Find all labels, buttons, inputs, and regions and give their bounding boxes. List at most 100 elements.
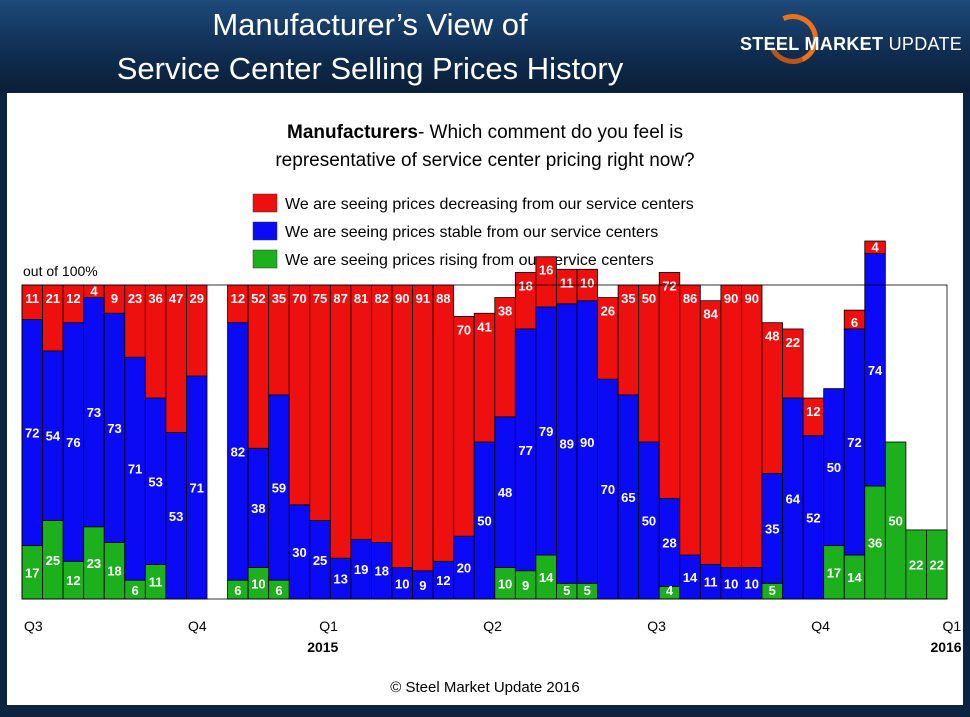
chart-title-line2: representative of service center pricing… [275, 150, 694, 171]
data-label-24-1: 77 [518, 443, 532, 458]
data-label-2-1: 76 [66, 435, 80, 450]
data-label-29-2: 35 [621, 291, 635, 306]
data-label-3-0: 23 [87, 556, 101, 571]
legend-label-2: We are seeing prices rising from our ser… [285, 252, 654, 269]
bar-14-seg-2 [309, 284, 331, 521]
data-label-11-0: 10 [251, 576, 265, 591]
page-title-line2: Service Center Selling Prices History [116, 51, 624, 86]
bar-35-seg-2 [741, 284, 763, 569]
data-label-36-2: 48 [765, 329, 779, 344]
data-label-33-1: 11 [704, 575, 718, 590]
data-label-39-0: 17 [827, 565, 841, 580]
chart-panel: Manufacturers- Which comment do you feel… [7, 93, 963, 705]
data-label-25-1: 79 [539, 424, 553, 439]
bar-18-seg-2 [391, 284, 413, 569]
data-label-34-2: 90 [724, 291, 738, 306]
bar-21-seg-2 [453, 315, 475, 537]
x-tick-label-4: Q3 [647, 618, 666, 634]
data-label-19-1: 9 [419, 578, 426, 593]
data-label-22-2: 41 [477, 319, 491, 334]
data-label-36-0: 5 [769, 583, 776, 598]
bar-19-seg-2 [412, 284, 434, 572]
data-label-40-2: 6 [851, 315, 858, 330]
data-label-10-2: 12 [231, 291, 245, 306]
data-label-27-1: 90 [580, 435, 594, 450]
x-tick-label-3: Q2 [483, 618, 502, 634]
data-label-24-2: 18 [518, 278, 532, 293]
data-label-26-2: 11 [560, 275, 574, 290]
chart-title-bold: Manufacturers [287, 122, 418, 143]
bar-36-seg-2 [761, 322, 783, 474]
data-label-22-1: 50 [477, 514, 491, 529]
data-label-37-2: 22 [786, 335, 800, 350]
x-tick-label-6: Q1 [942, 618, 961, 634]
data-label-10-1: 82 [231, 444, 245, 459]
data-label-32-1: 14 [683, 570, 698, 585]
bar-30-seg-2 [638, 284, 660, 443]
data-label-11-1: 38 [251, 501, 265, 516]
data-label-0-0: 17 [25, 565, 39, 580]
page-title-line1: Manufacturer’s View of [212, 7, 528, 42]
x-year-label-0: 2015 [307, 639, 338, 655]
data-label-21-2: 70 [457, 322, 471, 337]
data-label-20-2: 88 [436, 291, 450, 306]
data-label-3-1: 73 [87, 405, 101, 420]
x-tick-label-2: Q1 [319, 618, 338, 634]
y-axis-label: out of 100% [23, 263, 98, 279]
legend-swatch-1 [252, 221, 278, 241]
logo-text: STEEL MARKET UPDATE [740, 34, 962, 55]
data-label-8-2: 29 [189, 291, 203, 306]
data-label-19-2: 91 [416, 291, 430, 306]
data-label-44-0: 22 [929, 557, 943, 572]
data-label-8-1: 71 [189, 481, 203, 496]
data-label-3-2: 4 [90, 284, 98, 299]
x-tick-label-1: Q4 [188, 618, 207, 634]
data-label-34-1: 10 [724, 576, 738, 591]
data-label-30-2: 50 [642, 291, 656, 306]
data-label-39-1: 50 [827, 460, 841, 475]
data-label-29-1: 65 [621, 490, 635, 505]
data-label-38-1: 52 [806, 510, 820, 525]
data-label-40-1: 72 [847, 435, 861, 450]
data-label-10-0: 6 [234, 583, 241, 598]
data-label-14-1: 25 [313, 553, 327, 568]
copyright-text: © Steel Market Update 2016 [390, 679, 580, 696]
x-tick-label-5: Q4 [811, 618, 830, 634]
data-label-1-2: 21 [46, 291, 60, 306]
data-label-38-2: 12 [806, 404, 820, 419]
plot-border [21, 284, 948, 600]
bar-33-seg-2 [699, 300, 722, 565]
data-label-6-1: 53 [148, 474, 162, 489]
logo-text-light: UPDATE [888, 34, 963, 54]
x-year-label-1: 2016 [930, 639, 961, 655]
data-label-27-0: 5 [584, 583, 591, 598]
data-label-16-2: 81 [354, 291, 368, 306]
bar-13-seg-2 [288, 284, 311, 506]
brand-logo: STEEL MARKET UPDATE [740, 6, 965, 72]
data-label-23-2: 38 [498, 304, 512, 319]
data-label-37-1: 64 [786, 492, 801, 507]
data-label-15-1: 13 [333, 572, 347, 587]
bar-32-seg-2 [679, 284, 701, 556]
data-label-6-0: 11 [149, 575, 163, 590]
bar-16-seg-2 [350, 284, 372, 540]
header-banner: Manufacturer’s View of Service Center Se… [0, 0, 970, 92]
data-label-21-1: 20 [457, 561, 471, 576]
data-label-2-0: 12 [66, 573, 80, 588]
data-label-32-2: 86 [683, 291, 697, 306]
data-label-26-0: 5 [563, 583, 570, 598]
data-label-1-0: 25 [46, 553, 60, 568]
chart-title-rest: - Which comment do you feel is [418, 122, 683, 143]
data-label-12-2: 35 [272, 291, 286, 306]
data-label-14-2: 75 [313, 291, 327, 306]
data-label-4-1: 73 [107, 421, 121, 436]
stacked-bar-chart: Manufacturers- Which comment do you feel… [21, 122, 962, 696]
data-label-27-2: 10 [580, 275, 594, 290]
data-label-36-1: 35 [765, 521, 779, 536]
data-label-40-0: 14 [847, 570, 862, 585]
data-label-25-0: 14 [539, 570, 554, 585]
data-label-35-2: 90 [744, 291, 758, 306]
data-label-17-2: 82 [374, 291, 388, 306]
data-label-31-1: 28 [662, 535, 676, 550]
data-label-18-1: 10 [395, 576, 409, 591]
